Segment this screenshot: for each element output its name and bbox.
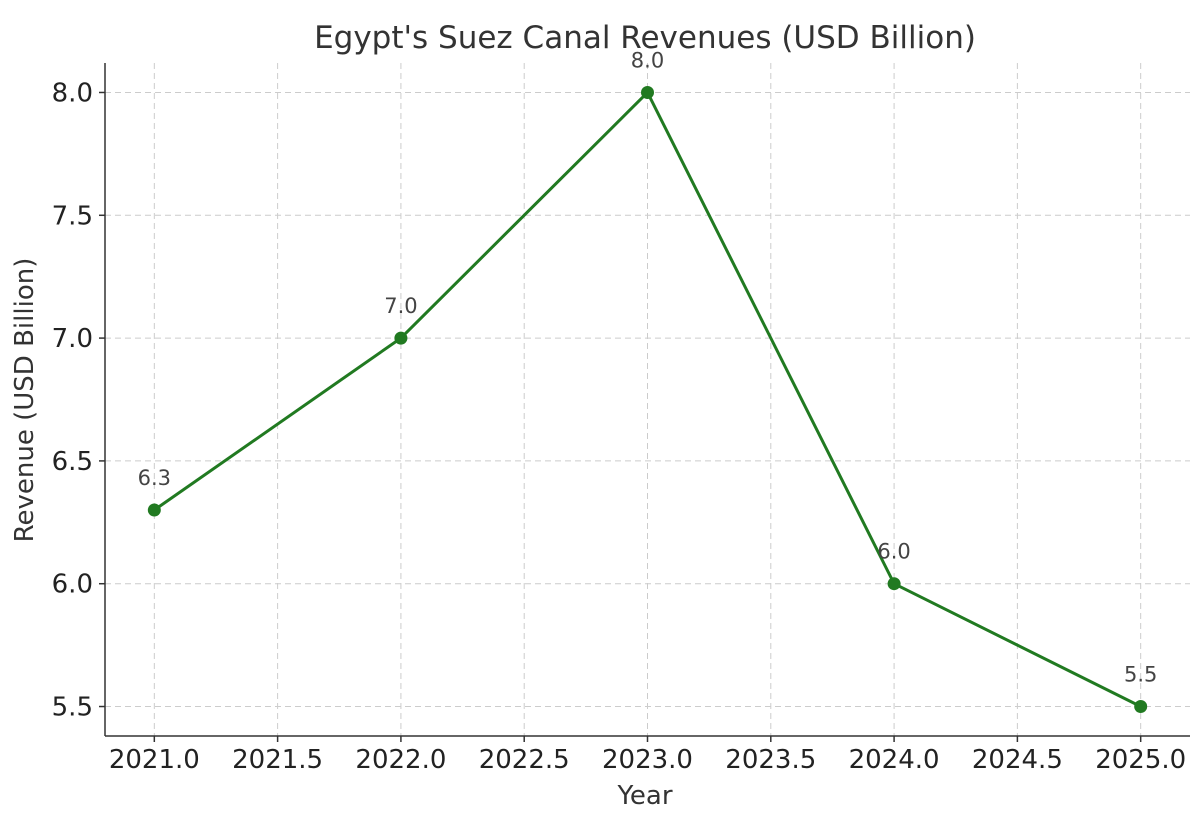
y-tick-label: 8.0 [52,78,93,108]
data-label: 6.3 [138,466,171,490]
data-point [1134,700,1148,714]
x-tick-label: 2024.5 [972,745,1063,775]
series-group: 6.3 7.0 8.0 6.0 5.5 [138,48,1157,714]
y-axis-label: Revenue (USD Billion) [10,258,40,543]
x-tick-label: 2025.0 [1095,745,1186,775]
x-tick-label: 2021.5 [232,745,323,775]
x-tick-label: 2021.0 [109,745,200,775]
y-axis-ticks: 5.5 6.0 6.5 7.0 7.5 8.0 [52,78,105,723]
data-label: 8.0 [631,48,664,72]
x-tick-label: 2024.0 [849,745,940,775]
data-point [887,577,901,591]
x-tick-label: 2022.5 [479,745,570,775]
chart-title: Egypt's Suez Canal Revenues (USD Billion… [314,20,976,56]
data-point [394,331,408,345]
y-tick-label: 6.5 [52,447,93,477]
x-axis-label: Year [616,781,672,811]
x-tick-label: 2023.5 [725,745,816,775]
y-tick-label: 7.5 [52,201,93,231]
data-label: 7.0 [384,294,417,318]
data-label: 5.5 [1124,663,1157,687]
grid [105,63,1190,736]
y-tick-label: 6.0 [52,570,93,600]
data-point [147,503,161,517]
x-tick-label: 2023.0 [602,745,693,775]
x-axis-ticks: 2021.0 2021.5 2022.0 2022.5 2023.0 2023.5 2024… [109,736,1186,775]
x-tick-label: 2022.0 [355,745,446,775]
y-tick-label: 7.0 [52,324,93,354]
data-label: 6.0 [877,540,910,564]
y-tick-label: 5.5 [52,693,93,723]
data-point [641,85,654,99]
